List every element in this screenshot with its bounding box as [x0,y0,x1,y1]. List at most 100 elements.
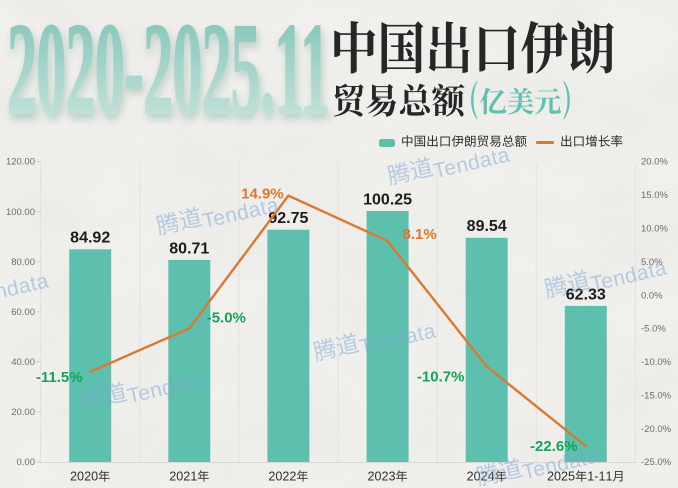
legend-line-label [560,135,624,149]
bar-value-label: 62.33 [566,286,606,303]
cjk-glyph [561,135,572,147]
bar-value-labels: 84.92 80.71 92.75 100.25 89.54 62.33 [70,191,606,303]
legend-bar-swatch [379,138,395,147]
latin-text: 2 [70,470,77,484]
bar-2020年 [69,249,112,462]
bar-value-label: 80.71 [169,240,209,257]
cjk-glyph [585,135,597,147]
latin-text: 2 [169,470,176,484]
latin-text: 2 [367,470,374,484]
bar-value-label: 89.54 [467,218,507,235]
cjk-glyph [366,83,396,117]
latin-text: 0 [176,470,183,484]
bar-2023年 [366,211,409,462]
right-axis-tick-label: -15.0% [641,390,672,401]
latin-text: 1 [598,470,605,484]
right-axis-tick-label: -5.0% [641,324,666,335]
legend-line-label-glyphs [561,135,623,147]
bar-2024年 [465,237,508,462]
cjk-glyph [477,135,489,147]
period-headline-text: 2020-2025.11 [7,0,329,140]
latin-text: 2 [381,470,388,484]
latin-text: 2 [481,470,488,484]
bar-value-label: 84.92 [70,230,110,247]
latin-text: 2 [547,470,554,484]
growth-label: -10.7% [417,369,465,386]
cjk-glyph [479,25,517,72]
cjk-glyph [451,135,464,147]
latin-text: 0 [91,470,98,484]
cjk-glyph [402,135,413,147]
cjk-glyph [611,135,623,147]
latin-text: 2 [289,470,296,484]
main-subtitle-glyphs [333,83,464,117]
cjk-glyph [428,21,470,73]
latin-text: 1 [587,470,594,484]
cjk-glyph [612,470,623,482]
legend-bar-label-glyphs [402,135,527,147]
latin-text: 2 [467,470,474,484]
growth-label: 8.1% [402,226,436,243]
growth-label: -11.5% [36,369,83,386]
growth-label: -22.6% [530,438,578,455]
right-axis-tick-label: 0.0% [641,290,663,301]
latin-text: 1 [190,470,197,484]
latin-text: 0 [77,470,84,484]
latin-text: 4 [488,470,495,484]
cjk-glyph [563,80,570,120]
cjk-glyph [334,20,376,74]
cjk-glyph [427,135,438,147]
cjk-glyph [489,135,501,147]
bar-2022年 [267,229,310,462]
latin-text: 1 [605,470,612,484]
latin-text: 2 [268,470,275,484]
cjk-glyph [399,83,430,116]
latin-text: 0 [554,470,561,484]
line-series [88,194,587,448]
subtitle-unit-glyphs [471,80,570,120]
left-axis-tick-label: 120.00 [6,157,35,168]
cjk-glyph [598,135,610,147]
right-axis-tick-label: -25.0% [641,457,672,468]
left-axis-tick-label: 60.00 [11,307,35,318]
legend-line-swatch [536,141,554,144]
cjk-glyph [480,87,507,115]
growth-label: -5.0% [207,309,246,326]
right-axis-tick-label: 10.0% [641,224,668,235]
chart-legend [379,135,624,149]
subtitle-unit [469,78,579,123]
latin-text: 2 [282,470,289,484]
latin-text: 2 [183,470,190,484]
cjk-glyph [333,83,364,117]
cjk-glyph [197,470,209,482]
main-title [330,14,620,76]
latin-text: 0 [275,470,282,484]
growth-label: 14.9% [241,186,284,203]
latin-text: 5 [568,470,575,484]
left-axis-tick-label: 20.00 [11,407,35,418]
cjk-glyph [296,470,308,482]
right-axis-tick-label: 20.0% [641,157,668,168]
cjk-glyph [98,470,110,482]
trend-line [88,194,587,448]
cjk-glyph [495,470,507,482]
right-axis: 20.0% 15.0% 10.0% 5.0% 0.0% -5.0% -10.0% -15.0%… [641,157,672,469]
left-axis-tick-label: 0.00 [17,457,36,468]
cjk-glyph [414,135,426,147]
period-headline: 2020-2025.11 [7,0,331,140]
bar-2021年 [168,259,211,462]
right-axis-tick-label: 5.0% [641,257,663,268]
right-axis-tick-label: 15.0% [641,190,668,201]
left-axis: 120.00 100.00 80.00 60.00 40.00 20.00 0.00 [6,157,41,468]
cjk-glyph [396,470,408,482]
bar-value-label: 92.75 [268,210,308,227]
main-title-glyphs [334,20,614,74]
latin-text: 0 [474,470,481,484]
cjk-glyph [521,20,568,74]
